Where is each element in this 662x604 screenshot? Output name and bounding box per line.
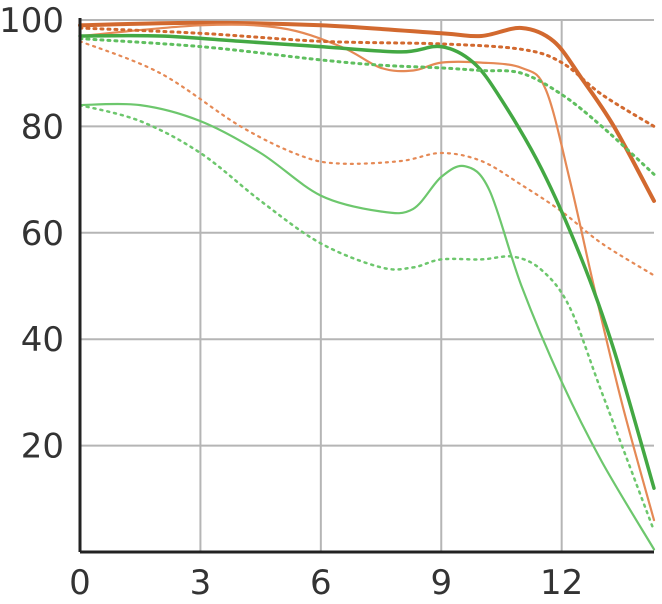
x-tick-label: 3 [190, 563, 212, 603]
plot-background [80, 20, 654, 552]
y-tick-label: 80 [21, 107, 64, 147]
series-layer [78, 20, 656, 551]
grid-lines [80, 19, 654, 552]
x-tick-label: 9 [430, 563, 452, 603]
y-tick-label: 100 [0, 1, 64, 41]
series-line-8 [78, 103, 656, 532]
series-line-1 [78, 20, 656, 203]
series-line-3 [78, 26, 656, 128]
x-tick-label: 6 [310, 563, 332, 603]
x-tick-label: 12 [540, 563, 583, 603]
y-tick-label: 20 [21, 427, 64, 467]
x-tick-labels: 0 3 6 9 12 [69, 563, 583, 603]
y-tick-label: 40 [21, 320, 64, 360]
series-line-6 [78, 37, 656, 176]
series-line-7 [78, 102, 656, 551]
series-line-4 [78, 40, 656, 277]
y-tick-labels: 20 40 60 80 100 [0, 1, 64, 467]
series-line-5 [78, 33, 656, 490]
x-tick-label: 0 [69, 563, 91, 603]
y-tick-label: 60 [21, 214, 64, 254]
